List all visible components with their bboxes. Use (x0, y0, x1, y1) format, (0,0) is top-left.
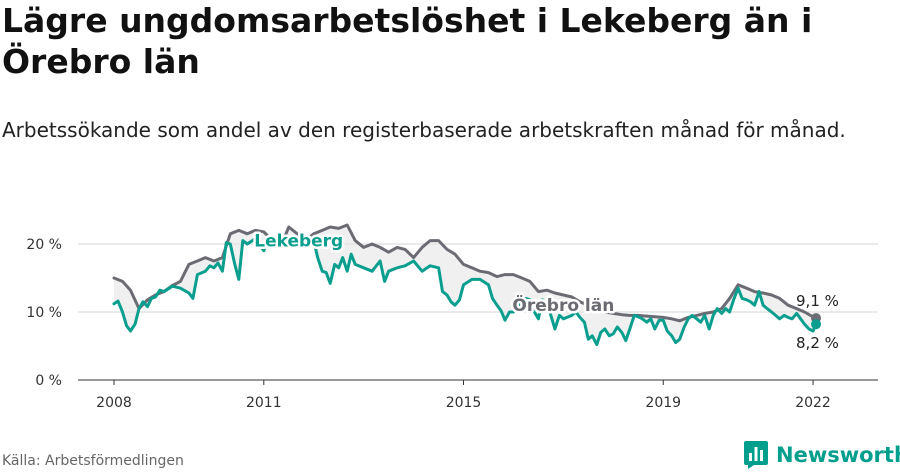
y-tick-label: 20 % (26, 237, 62, 253)
series-annotation-halo: Örebro län (512, 294, 614, 316)
series-annotation: Örebro län (512, 294, 614, 316)
chart-subtitle: Arbetssökande som andel av den registerb… (2, 118, 846, 142)
y-tick-label: 10 % (26, 305, 62, 321)
x-tick-label: 2008 (96, 395, 132, 411)
chart-title: Lägre ungdomsarbetslöshet i Lekeberg än … (2, 1, 813, 81)
brand-name: Newsworthy (776, 443, 900, 467)
x-tick-label: 2015 (446, 395, 482, 411)
newsworthy-logo-icon (744, 441, 768, 469)
line-chart: 0 % 10 % 20 % 2008 2011 2015 2019 2022 9,1 % 8,2 … (26, 223, 878, 411)
series-annotation: Lekeberg (254, 232, 343, 252)
series-annotation-halo: Lekeberg (254, 232, 343, 252)
end-value-label: 9,1 % (796, 292, 839, 310)
newsworthy-brand[interactable]: Newsworthy (744, 440, 900, 470)
end-value-label: 8,2 % (796, 334, 839, 352)
source-note: Källa: Arbetsförmedlingen (2, 453, 184, 469)
x-tick-label: 2011 (246, 395, 282, 411)
y-tick-label: 0 % (35, 373, 62, 389)
series-line-lekeberg (112, 237, 818, 347)
series-end-point (811, 319, 822, 330)
x-tick-label: 2022 (795, 395, 831, 411)
x-tick-label: 2019 (645, 395, 681, 411)
series-line-orebro-lan (112, 223, 818, 323)
